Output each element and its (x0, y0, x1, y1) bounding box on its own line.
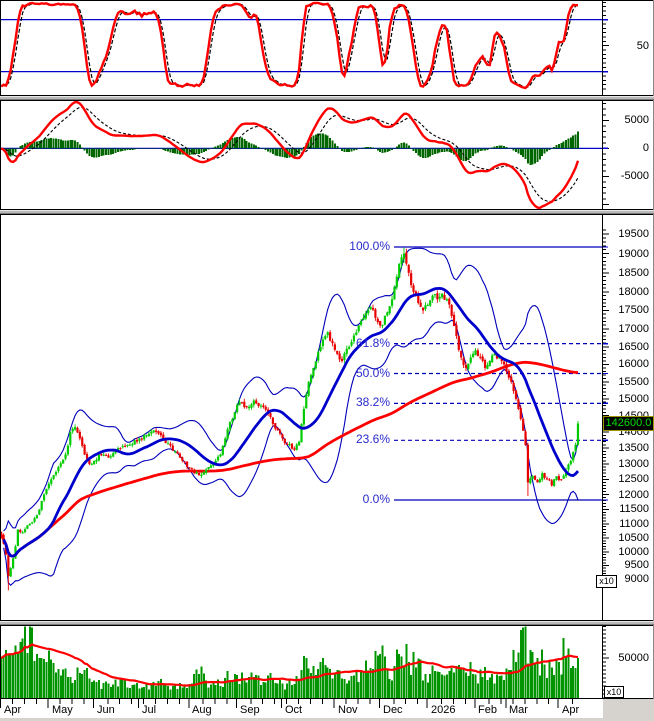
stochastic-main-line (0, 1, 578, 90)
macd-line (0, 101, 580, 209)
price-axis-multiplier-badge: x10 (596, 575, 617, 588)
axis-corner-spacer (603, 699, 654, 721)
window-bottom-edge (0, 718, 654, 721)
long-moving-average-line (0, 360, 579, 558)
panel-splitter-stochastic-macd[interactable] (0, 96, 654, 100)
bollinger-middle-line (2, 286, 580, 558)
volume-axis-label: 50000 (618, 652, 649, 664)
panel-splitter-macd-price[interactable] (0, 210, 654, 214)
stochastic-axis-label: 50 (636, 40, 649, 52)
bollinger-lower-band (3, 319, 579, 586)
panel-splitter-price-volume[interactable] (0, 621, 654, 625)
macd-signal-line (1, 106, 579, 202)
candlestick-series (0, 247, 580, 591)
macd-panel[interactable] (0, 101, 603, 209)
volume-axis-multiplier-badge: x10 (604, 686, 624, 698)
bollinger-upper-band (3, 247, 579, 532)
stochastic-panel[interactable] (0, 1, 603, 90)
price-panel[interactable] (0, 246, 603, 591)
volume-panel[interactable] (0, 626, 579, 699)
volume-ma-line (0, 643, 579, 687)
last-price-badge: 142600.0 (603, 416, 654, 431)
